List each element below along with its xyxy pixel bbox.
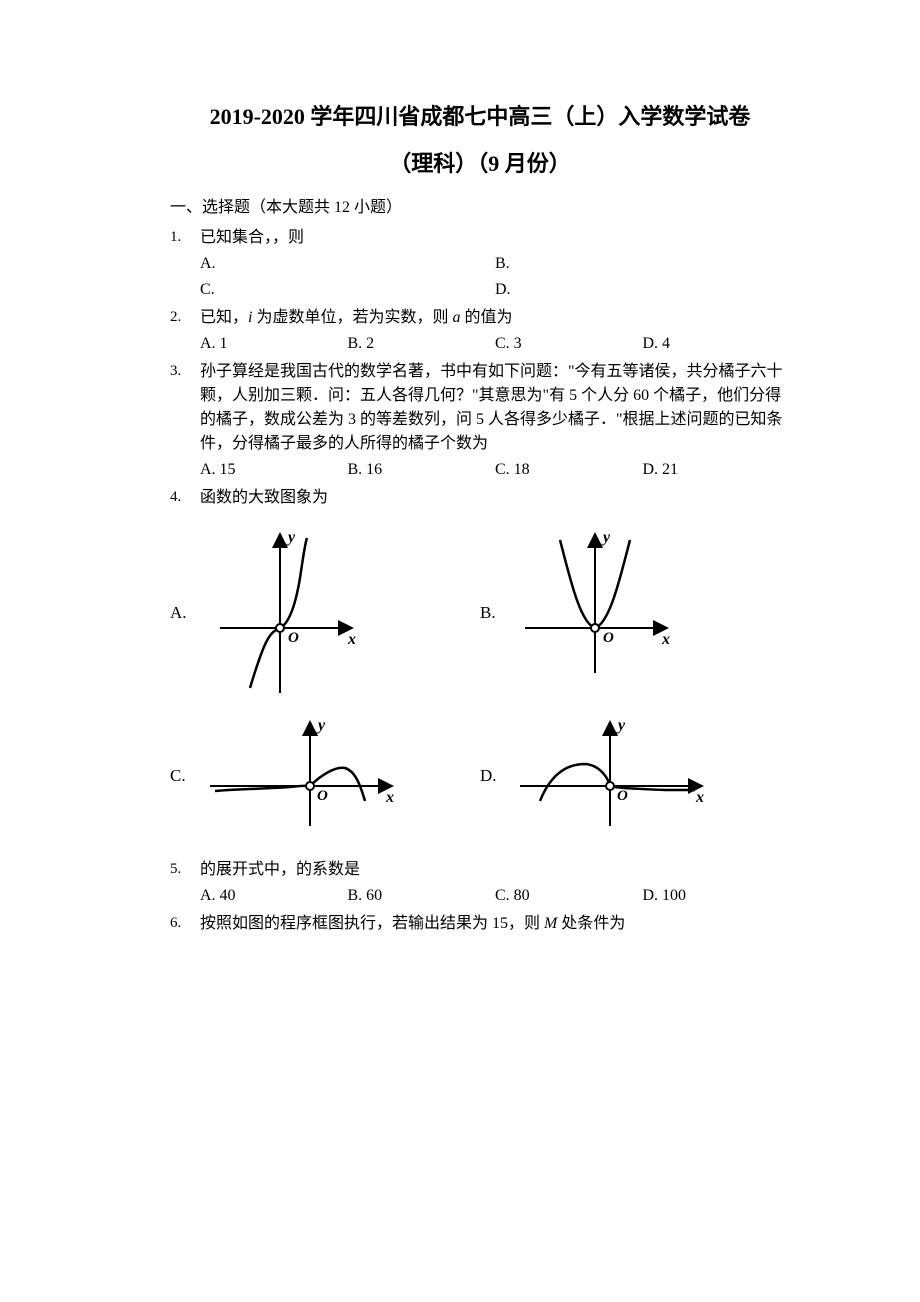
graph-d: O x y bbox=[510, 716, 710, 836]
options-row: C. D. bbox=[200, 278, 790, 302]
section-header: 一、选择题（本大题共 12 小题） bbox=[170, 196, 790, 220]
question-number: 6. bbox=[170, 912, 200, 938]
option-b: B. 2 bbox=[348, 332, 496, 356]
question-5: 5. 的展开式中，的系数是 A. 40 B. 60 C. 80 D. 100 bbox=[170, 858, 790, 908]
italic-var: M bbox=[544, 915, 557, 932]
graph-b: O x y bbox=[510, 528, 680, 698]
option-a: A. 15 bbox=[200, 458, 348, 482]
option-d: D. 4 bbox=[643, 332, 791, 356]
svg-text:x: x bbox=[661, 631, 670, 648]
question-text: 已知集合，，则 bbox=[200, 226, 790, 250]
graph-cell-a: A. O x y bbox=[170, 528, 480, 698]
option-b: B. 60 bbox=[348, 884, 496, 908]
question-3: 3. 孙子算经是我国古代的数学名著，书中有如下问题："今有五等诸侯，共分橘子六十… bbox=[170, 360, 790, 482]
question-text: 的展开式中，的系数是 bbox=[200, 858, 790, 882]
svg-text:O: O bbox=[317, 788, 328, 804]
question-4: 4. 函数的大致图象为 A. O x y B. bbox=[170, 486, 790, 854]
graph-row-2: C. O x y D. O bbox=[170, 716, 790, 836]
graph-cell-d: D. O x y bbox=[480, 716, 790, 836]
option-d: D. bbox=[495, 278, 790, 302]
svg-text:y: y bbox=[286, 529, 296, 546]
question-6: 6. 按照如图的程序框图执行，若输出结果为 15，则 M 处条件为 bbox=[170, 912, 790, 938]
page-title: 2019-2020 学年四川省成都七中高三（上）入学数学试卷 bbox=[170, 100, 790, 133]
option-b: B. 16 bbox=[348, 458, 496, 482]
question-2: 2. 已知，i 为虚数单位，若为实数，则 a 的值为 A. 1 B. 2 C. … bbox=[170, 306, 790, 356]
question-number: 5. bbox=[170, 858, 200, 908]
graph-cell-b: B. O x y bbox=[480, 528, 790, 698]
option-c: C. 18 bbox=[495, 458, 643, 482]
option-c: C. 80 bbox=[495, 884, 643, 908]
text-fragment: 已知， bbox=[200, 309, 248, 326]
graph-label-a: A. bbox=[170, 600, 194, 626]
option-d: D. 21 bbox=[643, 458, 791, 482]
text-fragment: 为虚数单位，若为实数，则 bbox=[252, 309, 452, 326]
option-a: A. bbox=[200, 252, 495, 276]
options-row: A. 40 B. 60 C. 80 D. 100 bbox=[200, 884, 790, 908]
option-b: B. bbox=[495, 252, 790, 276]
option-a: A. 1 bbox=[200, 332, 348, 356]
options-row: A. B. bbox=[200, 252, 790, 276]
text-fragment: 处条件为 bbox=[557, 915, 625, 932]
graph-row-1: A. O x y B. O bbox=[170, 528, 790, 698]
svg-text:O: O bbox=[288, 630, 299, 646]
option-a: A. 40 bbox=[200, 884, 348, 908]
options-row: A. 1 B. 2 C. 3 D. 4 bbox=[200, 332, 790, 356]
question-number: 1. bbox=[170, 226, 200, 302]
svg-text:O: O bbox=[603, 630, 614, 646]
svg-text:y: y bbox=[616, 717, 626, 734]
text-fragment: 的值为 bbox=[460, 309, 512, 326]
svg-text:O: O bbox=[617, 788, 628, 804]
svg-text:x: x bbox=[385, 789, 394, 806]
svg-text:x: x bbox=[347, 631, 356, 648]
question-text: 孙子算经是我国古代的数学名著，书中有如下问题："今有五等诸侯，共分橘子六十颗，人… bbox=[200, 360, 790, 456]
option-c: C. bbox=[200, 278, 495, 302]
graph-c: O x y bbox=[200, 716, 400, 836]
svg-text:y: y bbox=[316, 717, 326, 734]
graph-label-d: D. bbox=[480, 763, 504, 789]
question-text: 已知，i 为虚数单位，若为实数，则 a 的值为 bbox=[200, 306, 790, 330]
graph-label-c: C. bbox=[170, 763, 194, 789]
svg-text:y: y bbox=[601, 529, 611, 546]
question-number: 2. bbox=[170, 306, 200, 356]
question-number: 3. bbox=[170, 360, 200, 482]
svg-text:x: x bbox=[695, 789, 704, 806]
graph-cell-c: C. O x y bbox=[170, 716, 480, 836]
text-fragment: 按照如图的程序框图执行，若输出结果为 15，则 bbox=[200, 915, 544, 932]
graph-a: O x y bbox=[200, 528, 370, 698]
question-text: 按照如图的程序框图执行，若输出结果为 15，则 M 处条件为 bbox=[200, 912, 790, 936]
graph-label-b: B. bbox=[480, 600, 504, 626]
question-1: 1. 已知集合，，则 A. B. C. D. bbox=[170, 226, 790, 302]
option-d: D. 100 bbox=[643, 884, 791, 908]
question-text: 函数的大致图象为 bbox=[200, 486, 790, 510]
option-c: C. 3 bbox=[495, 332, 643, 356]
options-row: A. 15 B. 16 C. 18 D. 21 bbox=[200, 458, 790, 482]
page-subtitle: （理科）（9 月份） bbox=[170, 147, 790, 180]
